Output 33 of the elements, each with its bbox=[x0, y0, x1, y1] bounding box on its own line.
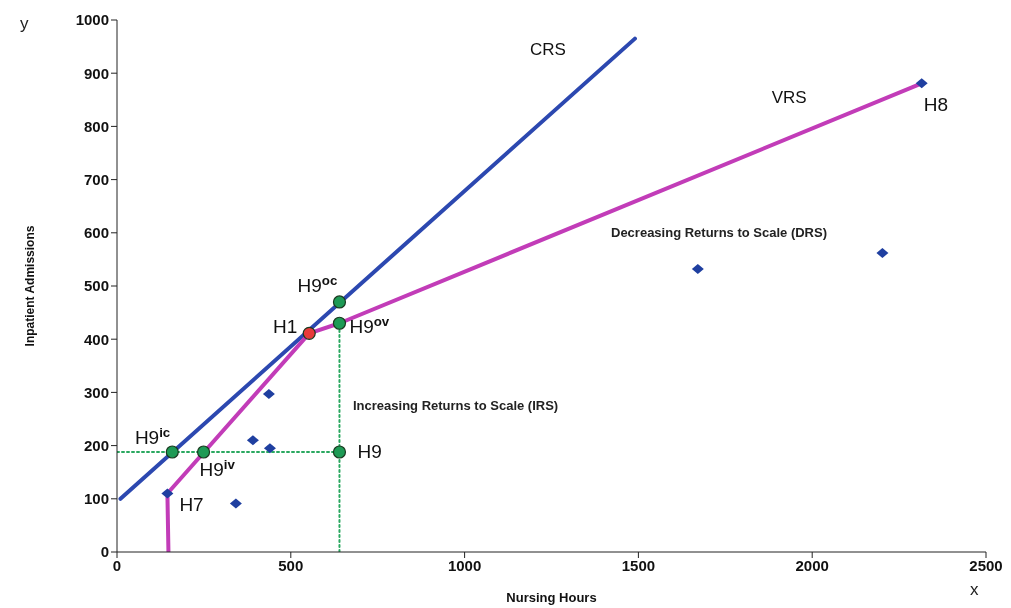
y-tick-label: 1000 bbox=[75, 11, 109, 29]
y-tick-label: 300 bbox=[83, 383, 109, 401]
y-tick-label: 0 bbox=[100, 543, 109, 561]
annotation: H9$^{oc}$ bbox=[297, 272, 338, 296]
y-tick-label: 100 bbox=[83, 490, 109, 508]
x-tick-label: 2000 bbox=[795, 556, 829, 574]
annotation: H7 bbox=[179, 494, 204, 516]
y-tick-label: 800 bbox=[83, 117, 109, 135]
y-tick-label: 400 bbox=[83, 330, 109, 348]
annotation: H9$^{ic}$ bbox=[134, 424, 171, 448]
x-tick-label: 1000 bbox=[447, 556, 482, 574]
y-tick-label: 500 bbox=[83, 277, 109, 295]
series-label: VRS bbox=[771, 88, 807, 108]
text: x bbox=[970, 580, 979, 600]
text: y bbox=[20, 14, 29, 34]
x-tick-label: 2500 bbox=[969, 556, 1003, 574]
y-tick-label: 200 bbox=[83, 436, 109, 454]
y-tick-label: 900 bbox=[83, 64, 109, 82]
annotation: Increasing Returns to Scale (IRS) bbox=[353, 398, 559, 413]
annotation: H9$^{ov}$ bbox=[349, 313, 390, 338]
y-tick-label: 700 bbox=[83, 170, 109, 188]
annotation: H8 bbox=[923, 94, 948, 116]
annotation: H1 bbox=[272, 316, 298, 338]
x-tick-label: 1500 bbox=[621, 556, 656, 574]
x-tick-label: 0 bbox=[112, 556, 122, 574]
y-axis-title: Inpatient Admissions bbox=[23, 225, 38, 347]
x-tick-label: 500 bbox=[278, 556, 304, 574]
x-axis-title: Nursing Hours bbox=[506, 590, 597, 605]
series-label: CRS bbox=[529, 39, 566, 59]
annotation: H9$^{iv}$ bbox=[199, 456, 236, 480]
y-tick-label: 600 bbox=[83, 224, 109, 242]
annotation: H9 bbox=[357, 440, 382, 462]
annotation: Decreasing Returns to Scale (DRS) bbox=[611, 225, 828, 240]
